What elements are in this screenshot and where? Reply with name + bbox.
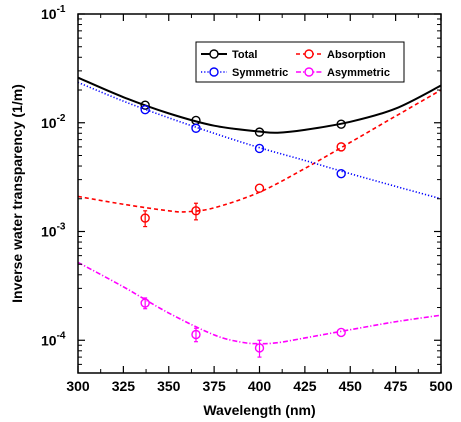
x-tick-labels: 300 325 350 375 400 425 450 475 500: [66, 378, 453, 394]
legend-marker-asymmetric: [304, 67, 314, 77]
data-point-absorption: [336, 142, 346, 152]
legend-label-absorption: Absorption: [327, 49, 386, 61]
x-tick-label: 300: [66, 378, 90, 394]
fit-line-asymmetric: [78, 261, 441, 345]
legend-item-symmetric: Symmetric: [201, 67, 288, 79]
data-point-total: [140, 100, 150, 110]
legend: Total Absorption Symmetric Asymmetric: [195, 41, 405, 83]
x-tick-label: 375: [202, 378, 226, 394]
fit-line-absorption: [78, 89, 441, 213]
legend-item-asymmetric: Asymmetric: [296, 67, 390, 79]
data-point-total: [336, 119, 346, 129]
series-absorption: [78, 89, 441, 228]
fit-line-total: [78, 76, 441, 134]
legend-label-symmetric: Symmetric: [232, 67, 288, 79]
legend-item-total: Total: [201, 49, 257, 61]
legend-label-total: Total: [232, 49, 257, 61]
x-tick-label: 450: [339, 378, 363, 394]
data-point-symmetric: [140, 104, 150, 115]
data-point-symmetric: [254, 143, 265, 154]
series-symmetric: [78, 81, 441, 200]
x-tick-label: 500: [429, 378, 453, 394]
data-point-absorption: [254, 183, 265, 193]
y-tick-label: 10-3: [41, 222, 66, 240]
data-point-absorption: [140, 213, 150, 223]
legend-label-asymmetric: Asymmetric: [327, 67, 390, 79]
axis-ticks: [77, 13, 442, 374]
legend-marker-symmetric: [209, 67, 219, 77]
data-point-symmetric: [336, 169, 346, 179]
data-point-asymmetric: [140, 298, 150, 308]
x-tick-label: 425: [293, 378, 317, 394]
x-axis-title: Wavelength (nm): [203, 402, 315, 418]
y-tick-label: 10-2: [41, 113, 66, 131]
data-point-asymmetric: [336, 327, 346, 338]
data-point-symmetric: [191, 123, 201, 133]
legend-marker-total: [209, 49, 219, 59]
legend-marker-absorption: [304, 49, 314, 59]
series-total: [78, 76, 441, 137]
x-tick-label: 475: [384, 378, 408, 394]
y-axis-title: Inverse water transparency (1/m): [9, 84, 25, 303]
y-tick-label: 10-1: [41, 4, 66, 22]
series-asymmetric: [78, 261, 441, 358]
data-point-absorption: [191, 206, 201, 216]
x-tick-label: 350: [157, 378, 181, 394]
legend-item-absorption: Absorption: [296, 49, 386, 61]
data-point-asymmetric: [191, 329, 201, 340]
data-point-asymmetric: [254, 343, 265, 353]
fit-line-symmetric: [78, 81, 441, 200]
x-tick-label: 325: [112, 378, 136, 394]
y-tick-label: 10-4: [41, 330, 66, 348]
data-point-total: [254, 127, 265, 137]
x-tick-label: 400: [248, 378, 272, 394]
y-tick-labels: 10-4 10-3 10-2 10-1: [41, 4, 66, 348]
legend-box: [195, 41, 405, 83]
plot-series: [78, 76, 441, 358]
